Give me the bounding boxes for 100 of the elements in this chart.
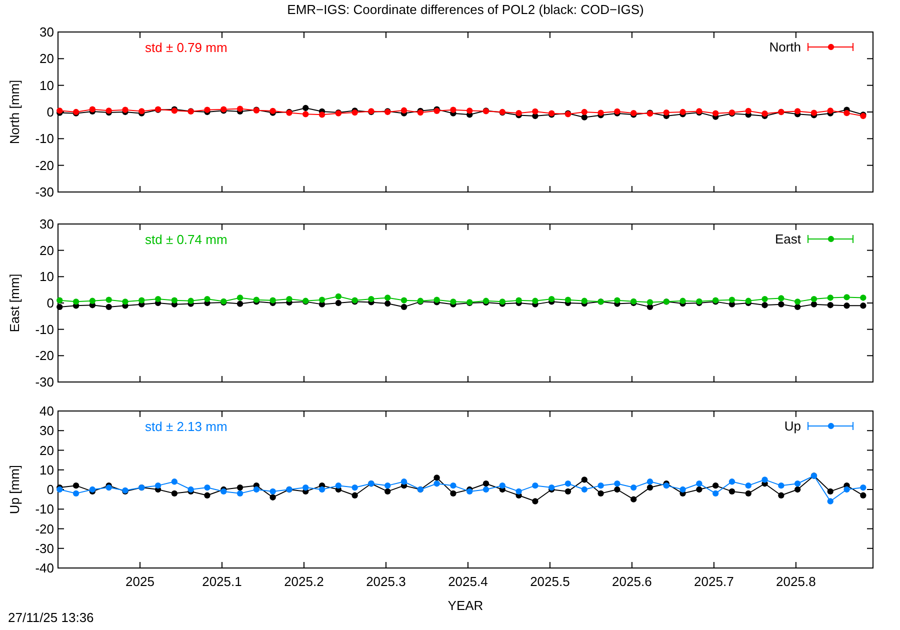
- y-tick-label: 0: [46, 104, 54, 120]
- point: [236, 106, 244, 112]
- point: [860, 484, 866, 491]
- point: [860, 302, 866, 309]
- annotation: std ± 0.79 mm: [145, 40, 228, 55]
- point: [352, 492, 358, 498]
- point: [384, 300, 391, 307]
- point: [434, 474, 440, 481]
- point: [236, 490, 244, 497]
- point: [663, 109, 670, 116]
- point: [434, 480, 440, 487]
- point: [516, 297, 522, 304]
- point: [89, 298, 96, 304]
- point: [516, 110, 522, 116]
- y-tick-label: -10: [35, 131, 54, 146]
- point: [745, 108, 752, 114]
- point: [56, 304, 63, 310]
- annotation: std ± 0.74 mm: [145, 232, 228, 247]
- point: [286, 296, 292, 302]
- legend-label: North: [769, 40, 801, 55]
- point: [318, 112, 326, 118]
- point: [204, 296, 210, 302]
- point: [614, 480, 620, 487]
- point: [614, 297, 620, 304]
- point: [318, 296, 326, 303]
- y-tick-label: 20: [40, 242, 54, 258]
- point: [171, 478, 178, 485]
- legend-label: East: [774, 232, 802, 247]
- point: [745, 490, 752, 497]
- point: [302, 484, 309, 491]
- y-tick-label: 0: [46, 296, 54, 311]
- y-tick-label: -30: [35, 540, 54, 556]
- point: [844, 294, 850, 300]
- point: [171, 490, 178, 497]
- point: [680, 108, 686, 116]
- point: [154, 296, 162, 302]
- point: [762, 296, 768, 302]
- point: [532, 482, 538, 489]
- point: [188, 298, 194, 304]
- point: [253, 486, 260, 493]
- point: [810, 110, 818, 116]
- annotation: std ± 2.13 mm: [145, 419, 228, 434]
- y-tick-label: -20: [35, 158, 54, 173]
- point: [335, 300, 342, 306]
- y-tick-label: -20: [35, 521, 54, 536]
- point: [72, 482, 80, 489]
- point: [352, 484, 358, 491]
- point: [598, 110, 604, 116]
- point: [712, 482, 719, 489]
- x-tick-label: 2025: [126, 574, 154, 589]
- point: [680, 486, 686, 493]
- point: [400, 478, 408, 485]
- point: [171, 297, 178, 304]
- point: [696, 486, 702, 493]
- point: [827, 498, 834, 504]
- point: [646, 484, 654, 491]
- y-tick-label: 30: [40, 423, 54, 438]
- point: [581, 476, 588, 483]
- point: [450, 298, 456, 305]
- point: [778, 492, 784, 498]
- text: 27/11/25 13:36: [8, 610, 94, 625]
- point: [564, 488, 572, 495]
- point: [154, 482, 162, 489]
- point: [204, 106, 210, 113]
- point: [762, 110, 768, 117]
- point: [368, 296, 374, 302]
- point: [581, 486, 588, 493]
- y-tick-label: 10: [40, 78, 54, 93]
- point: [499, 482, 506, 489]
- point: [532, 108, 538, 115]
- y-tick-label: -20: [35, 348, 54, 364]
- x-tick-label: 2025.2: [284, 574, 324, 589]
- point: [482, 486, 490, 493]
- point: [844, 486, 850, 493]
- point: [122, 106, 128, 113]
- point: [400, 107, 408, 114]
- point: [302, 111, 309, 118]
- point: [827, 294, 834, 301]
- point: [810, 296, 818, 302]
- point: [335, 293, 342, 300]
- chart-title: EMR−IGS: Coordinate differences of POL2 (black: COD−IGS): [287, 2, 644, 17]
- y-tick-label: 20: [40, 51, 54, 66]
- point: [646, 299, 654, 306]
- point: [581, 298, 588, 304]
- point: [106, 304, 112, 310]
- point: [384, 482, 391, 489]
- point: [236, 300, 244, 307]
- point: [138, 297, 145, 304]
- point: [400, 304, 408, 310]
- point: [794, 298, 801, 305]
- y-tick-label: -10: [35, 502, 54, 517]
- point: [466, 108, 473, 114]
- y-tick-label: -10: [35, 322, 54, 337]
- point: [482, 480, 490, 487]
- point: [302, 104, 309, 112]
- point: [778, 482, 784, 489]
- point: [106, 296, 112, 303]
- y-tick-label: 10: [40, 462, 54, 478]
- point: [762, 302, 768, 308]
- y-tick-label: 30: [40, 216, 54, 232]
